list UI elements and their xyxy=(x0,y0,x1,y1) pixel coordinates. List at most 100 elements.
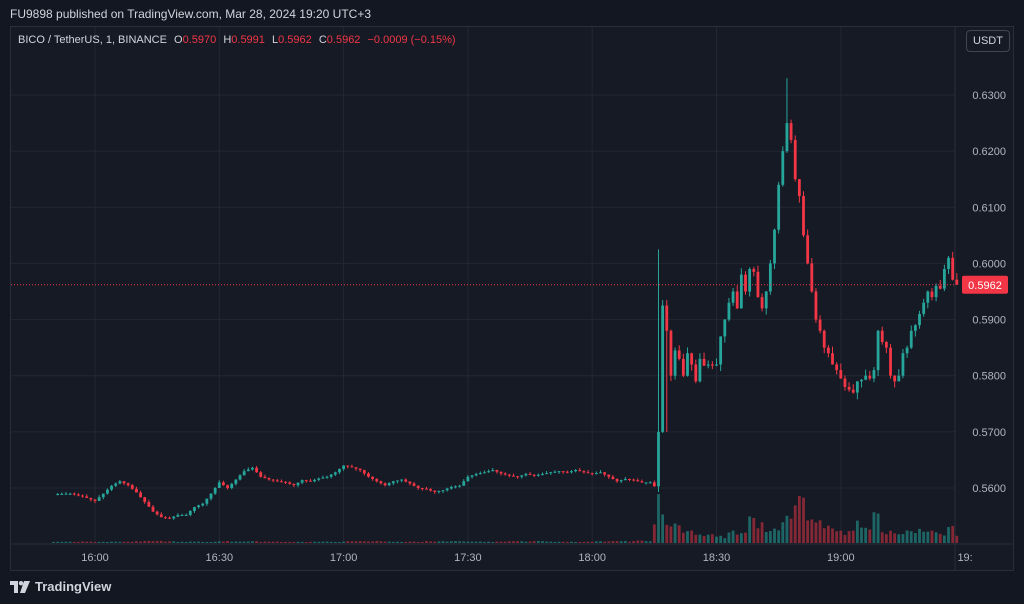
candle-body xyxy=(913,325,917,331)
volume-bar xyxy=(68,541,72,543)
volume-bar xyxy=(172,541,176,543)
volume-bar xyxy=(176,541,180,543)
candle-body xyxy=(321,477,325,479)
candle-body xyxy=(313,479,316,482)
candle-body xyxy=(226,485,229,488)
volume-bar xyxy=(702,536,706,543)
volume-bar xyxy=(640,540,644,543)
volume-bar xyxy=(520,541,524,543)
candle-body xyxy=(470,475,474,477)
volume-bar xyxy=(897,534,901,543)
legend-close-label: C xyxy=(318,34,327,46)
volume-bar xyxy=(396,541,399,543)
volume-bar xyxy=(839,530,843,543)
candle-body xyxy=(396,480,399,482)
volume-bar xyxy=(300,541,304,543)
candle-body xyxy=(246,469,250,472)
volume-bar xyxy=(263,541,267,543)
volume-bar xyxy=(665,524,669,543)
candle-body xyxy=(159,514,163,518)
volume-bar xyxy=(321,541,325,543)
candle-body xyxy=(217,482,221,488)
candle-body xyxy=(615,479,619,482)
candle-body xyxy=(271,479,275,481)
volume-bar xyxy=(851,530,855,543)
volume-bar xyxy=(698,534,702,543)
volume-bar xyxy=(143,541,147,543)
volume-bar xyxy=(657,494,660,543)
volume-bar xyxy=(785,515,789,543)
volume-bar xyxy=(644,541,648,543)
volume-bar xyxy=(893,533,897,543)
volume-bar xyxy=(329,541,333,543)
legend-high-label: H xyxy=(223,34,232,46)
candle-body xyxy=(197,505,200,508)
volume-bar xyxy=(408,541,412,543)
volume-bar xyxy=(876,513,880,543)
volume-bar xyxy=(781,522,785,543)
tradingview-logo[interactable]: TradingView xyxy=(10,579,111,594)
candle-body xyxy=(872,370,876,379)
candle-body xyxy=(594,473,598,475)
candle-body xyxy=(516,476,520,478)
candle-body xyxy=(317,478,321,480)
candle-body xyxy=(354,467,358,469)
legend-symbol: BICO / TetherUS, 1, BINANCE xyxy=(18,34,167,46)
volume-bar xyxy=(441,541,445,543)
candle-body xyxy=(474,473,478,476)
candle-body xyxy=(640,481,644,483)
candle-body xyxy=(188,511,192,515)
volume-bar xyxy=(85,541,89,543)
volume-bar xyxy=(213,541,217,543)
candle-body xyxy=(164,517,167,519)
volume-bar xyxy=(126,541,130,543)
candle-body xyxy=(230,483,234,488)
volume-bar xyxy=(106,541,109,543)
candle-body xyxy=(739,274,743,309)
candle-body xyxy=(201,503,205,506)
volume-bar xyxy=(880,532,884,543)
candle-body xyxy=(549,472,553,474)
candle-body xyxy=(773,229,776,264)
candle-body xyxy=(110,485,113,490)
volume-bar xyxy=(251,541,254,543)
volume-bar xyxy=(760,522,764,543)
volume-bar xyxy=(773,528,776,543)
candle-body xyxy=(342,465,345,469)
volume-bar xyxy=(454,541,457,543)
volume-bar xyxy=(603,541,607,543)
candle-body xyxy=(458,485,462,487)
volume-bar xyxy=(607,541,611,543)
candle-body xyxy=(503,473,507,475)
volume-bar xyxy=(727,532,731,543)
candle-body xyxy=(81,495,84,497)
candle-body xyxy=(652,482,656,487)
volume-bar xyxy=(536,541,540,543)
currency-button[interactable]: USDT xyxy=(966,30,1010,52)
volume-bar xyxy=(930,530,934,543)
candle-body xyxy=(292,483,296,486)
candle-body xyxy=(483,472,486,474)
candle-body xyxy=(234,479,238,484)
candle-body xyxy=(926,291,930,303)
volume-bar xyxy=(367,541,370,543)
candle-body xyxy=(607,474,611,477)
volume-bar xyxy=(342,541,345,543)
volume-bar xyxy=(478,541,482,543)
volume-bar xyxy=(77,541,80,543)
volume-bar xyxy=(752,517,756,543)
volume-bar xyxy=(362,541,366,543)
volume-bar xyxy=(615,541,619,543)
volume-bar xyxy=(594,541,598,543)
candle-body xyxy=(665,305,669,331)
candle-body xyxy=(512,475,515,477)
volume-bar xyxy=(93,541,97,543)
candle-body xyxy=(416,485,420,488)
candle-body xyxy=(561,471,565,473)
chart-frame[interactable] xyxy=(10,26,1014,571)
candle-body xyxy=(499,471,503,474)
candle-body xyxy=(97,497,101,501)
volume-bar xyxy=(205,541,209,543)
volume-bar xyxy=(483,541,486,543)
